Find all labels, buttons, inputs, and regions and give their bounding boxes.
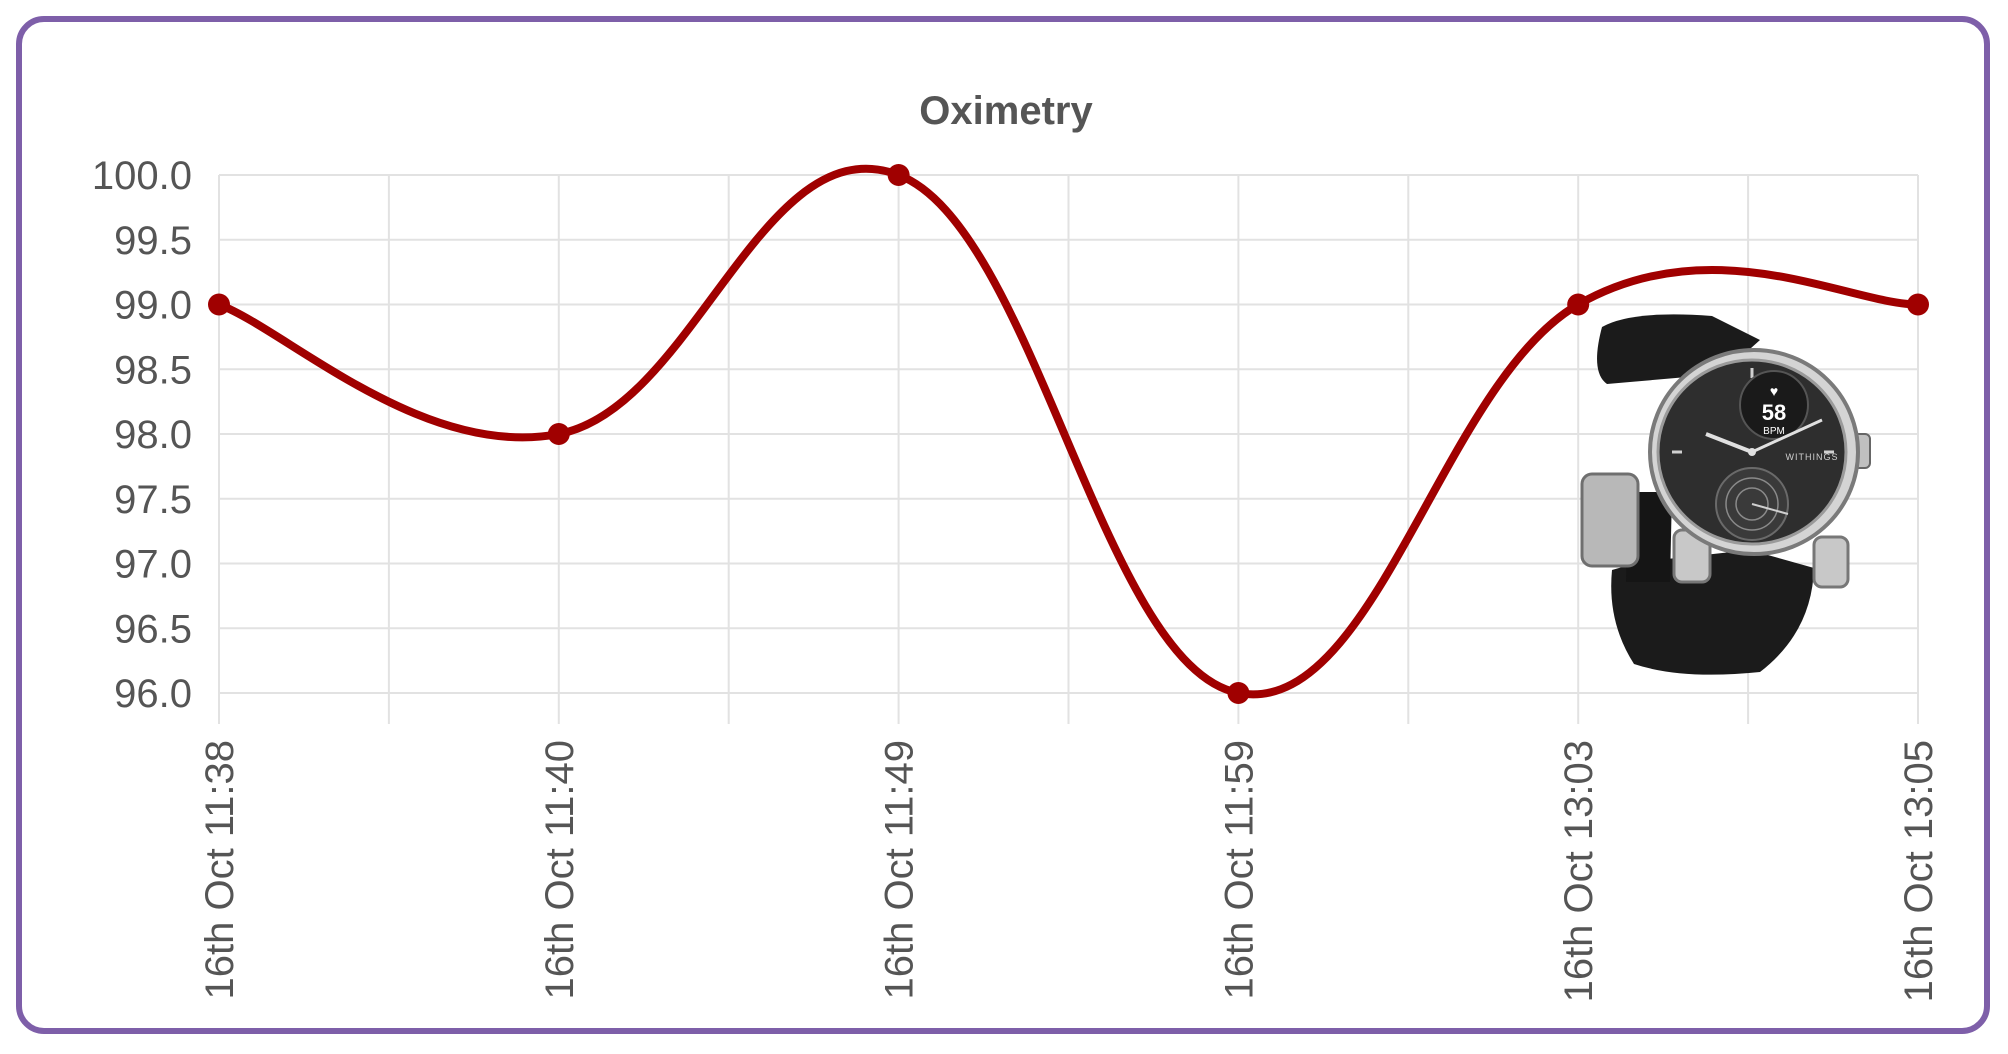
x-tick-label: 16th Oct 11:49 [878,740,922,999]
y-tick-label: 100.0 [92,154,192,198]
watch-subdial-ring [1735,487,1769,521]
x-axis-tick-labels: 16th Oct 11:38 16th Oct 11:40 16th Oct 11:… [198,740,1941,1002]
watch-subdial-hand [1751,503,1789,515]
smartwatch-image: ♥ 58 BPM WITHINGS [1580,314,1871,675]
y-tick-label: 97.0 [114,543,192,587]
x-tick-label: 16th Oct 11:59 [1217,740,1261,999]
watch-lug-bottom-right [1812,535,1850,589]
y-tick-label: 99.0 [114,284,192,328]
watch-display-unit: BPM [1763,426,1785,437]
watch-brand: WITHINGS [1786,452,1839,462]
heart-icon: ♥ [1770,383,1778,399]
watch-hour-hand [1705,432,1753,454]
watch-display-value: 58 [1762,400,1786,425]
y-tick-label: 98.0 [114,413,192,457]
data-point [1907,293,1929,316]
y-tick-label: 98.5 [114,348,192,392]
watch-display [1739,370,1809,440]
chart-card: Oximetry 100.0 99.5 99.0 98.5 98.0 97.5 97.0 96… [16,16,1990,1034]
chart-title: Oximetry [919,89,1093,133]
y-axis-tick-labels: 100.0 99.5 99.0 98.5 98.0 97.5 97.0 96.5 96.0 [92,154,192,716]
oximetry-chart: Oximetry 100.0 99.5 99.0 98.5 98.0 97.5 97.0 96… [92,89,1941,1002]
data-point [1227,682,1250,704]
watch-minute-hand [1751,418,1823,454]
x-tick-label: 16th Oct 13:03 [1557,740,1601,1002]
x-tick-label: 16th Oct 11:38 [198,740,242,999]
data-point [547,423,570,445]
data-point [887,164,910,186]
watch-subdial-ring [1725,477,1779,531]
y-tick-label: 96.5 [114,607,192,651]
y-tick-label: 97.5 [114,478,192,522]
y-tick-label: 96.0 [114,672,192,716]
y-tick-label: 99.5 [114,219,192,263]
data-point [208,293,230,316]
watch-center-pin [1748,448,1756,456]
x-tick-label: 16th Oct 13:05 [1897,740,1941,1002]
watch-lug-left [1580,472,1640,568]
x-tick-label: 16th Oct 11:40 [538,740,582,999]
data-point [1567,293,1590,316]
data-points [208,164,1929,704]
